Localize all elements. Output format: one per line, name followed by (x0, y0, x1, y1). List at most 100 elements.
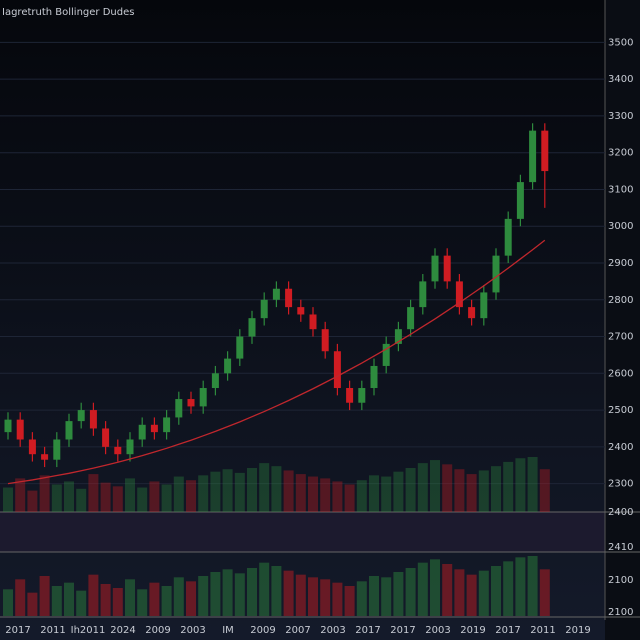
candle-body (150, 424, 158, 433)
x-tick-label: IM (222, 625, 234, 636)
volume-bar (442, 564, 453, 616)
volume-bar (356, 581, 367, 616)
volume-bar (222, 469, 233, 512)
x-tick-label: 2009 (250, 625, 275, 636)
volume-bar (491, 566, 501, 616)
panel-label: 2100 (608, 575, 633, 586)
volume-bar (381, 476, 392, 512)
volume-bar (332, 582, 343, 616)
y-tick-label: 3100 (608, 184, 633, 195)
candle-body (468, 307, 476, 319)
volume-bar (430, 559, 440, 616)
volume-bar (332, 481, 343, 512)
candle-body (431, 255, 439, 282)
y-tick-label: 3200 (608, 148, 633, 159)
panel-label: 2410 (608, 542, 633, 553)
candle-body (309, 314, 317, 330)
volume-bar (271, 466, 282, 512)
volume-bar (503, 461, 514, 512)
volume-bar (161, 586, 172, 616)
volume-bar (198, 475, 209, 512)
volume-bar (210, 471, 221, 512)
volume-bar (186, 480, 196, 512)
volume-bar (247, 468, 257, 512)
y-tick-label: 2900 (608, 258, 633, 269)
candle-body (541, 130, 549, 172)
volume-bar (381, 577, 392, 616)
volume-bar (430, 460, 440, 512)
volume-bar (112, 486, 123, 512)
x-tick-label: 2011 (40, 625, 65, 636)
candle-body (260, 299, 268, 319)
candle-body (41, 454, 49, 460)
volume-bar (454, 569, 465, 616)
candle-body (102, 428, 110, 447)
candle-body (455, 281, 463, 308)
volume-bar (125, 579, 135, 616)
x-tick-label: 2003 (180, 625, 205, 636)
volume-bar (344, 484, 355, 512)
volume-bar (527, 556, 538, 616)
volume-bar (369, 576, 379, 616)
volume-bar (308, 577, 318, 616)
candle-body (419, 281, 427, 308)
volume-bar (283, 570, 294, 616)
oscillator-panel (0, 512, 605, 552)
candle-body (407, 307, 415, 330)
candle-body (199, 388, 207, 407)
volume-bar (405, 468, 416, 512)
volume-bar (51, 586, 62, 616)
volume-bar (283, 470, 294, 512)
candle-body (382, 343, 390, 366)
volume-bar (100, 584, 111, 616)
volume-bar (308, 476, 318, 512)
volume-bar (356, 480, 367, 512)
candle-body (504, 218, 512, 256)
volume-bar (64, 582, 74, 616)
y-tick-label: 3300 (608, 111, 633, 122)
candle-body (28, 439, 36, 455)
volume-bar (27, 490, 38, 512)
y-tick-label: 2600 (608, 368, 633, 379)
volume-bar (173, 577, 184, 616)
candle-body (443, 255, 451, 282)
volume-bar (247, 568, 257, 616)
volume-bar (491, 466, 501, 512)
volume-bar (76, 590, 87, 616)
candle-body (394, 329, 402, 344)
moving-average (7, 239, 546, 485)
volume-bar (417, 463, 428, 512)
volume-bar (466, 574, 477, 616)
y-tick-label: 3400 (608, 74, 633, 85)
y-tick-label: 2700 (608, 332, 633, 343)
x-tick-label: 2017 (495, 625, 520, 636)
candle-body (358, 388, 366, 403)
volume-bar (503, 561, 514, 616)
x-tick-label: 2019 (460, 625, 485, 636)
volume-bar (3, 589, 13, 616)
candle-body (126, 439, 134, 455)
volume-bar (393, 572, 404, 616)
candle-body (114, 446, 122, 455)
candle-body (163, 417, 171, 433)
candle-body (65, 421, 73, 440)
volume-bar (210, 572, 221, 616)
x-tick-label: 2009 (145, 625, 170, 636)
volume-bar (15, 579, 26, 616)
y-tick-label: 2800 (608, 295, 633, 306)
volume-bar (405, 568, 416, 616)
candle-body (224, 358, 232, 374)
candle-body (138, 424, 146, 440)
x-tick-label: 2017 (390, 625, 415, 636)
volume-bar (3, 487, 13, 512)
candle-body (346, 388, 354, 403)
x-tick-label: 2024 (110, 625, 135, 636)
volume-bar (27, 592, 38, 616)
volume-bar (64, 481, 74, 512)
volume-bar (259, 562, 270, 616)
volume-bar (369, 475, 379, 512)
volume-bar (259, 463, 270, 512)
volume-bar (539, 469, 550, 512)
volume-bar (76, 488, 87, 512)
